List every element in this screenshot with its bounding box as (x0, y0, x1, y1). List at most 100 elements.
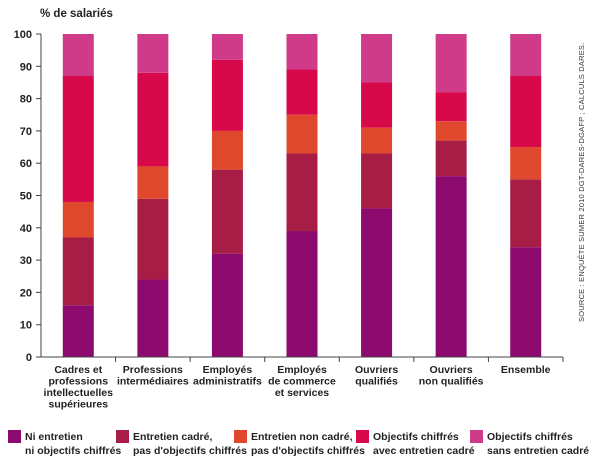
bar-segment (361, 82, 393, 128)
category-label-line: Employés (277, 364, 327, 376)
legend-label: Objectifs chiffrés avec entretien cadré (373, 431, 475, 457)
legend-item: Objectifs chiffrés sans entretien cadré (470, 430, 589, 457)
legend-label-line: ni objectifs chiffrés (25, 445, 121, 457)
bar-segment (361, 208, 393, 357)
bar-segment (137, 34, 169, 73)
bar-segment (510, 147, 542, 180)
legend-swatch (8, 430, 21, 443)
bar-segment (211, 34, 243, 60)
bars (62, 34, 542, 357)
bar-segment (286, 34, 318, 70)
bar-segment (435, 121, 467, 141)
legend-label-line: Entretien non cadré, (251, 431, 353, 443)
bar-segment (62, 305, 94, 357)
y-tick-label: 10 (20, 320, 32, 332)
bar-segment (286, 114, 318, 154)
bar-segment (435, 176, 467, 357)
y-tick-label: 40 (20, 223, 32, 235)
bar-segment (435, 34, 467, 93)
bar-segment (510, 75, 542, 148)
bar-segment (137, 72, 169, 167)
legend-label-line: Objectifs chiffrés (487, 431, 573, 443)
y-tick-label: 0 (26, 352, 32, 364)
y-tick-label: 90 (20, 61, 32, 73)
category-label-line: Ouvriers (430, 364, 473, 376)
y-tick-label: 30 (20, 255, 32, 267)
category-label: Ouvriers qualifiés (355, 364, 398, 388)
bar-segment (62, 34, 94, 76)
category-labels: Cadres et professions intellectuelles supér… (44, 364, 551, 411)
bar-segment (286, 69, 318, 115)
legend-label-line: pas d'objectifs chiffrés (251, 445, 365, 457)
legend-label-line: avec entretien cadré (373, 445, 475, 457)
category-label-line: Professions (123, 364, 183, 376)
category-label-line: Employés (203, 364, 253, 376)
legend-item: Entretien cadré, pas d'objectifs chiffrés (116, 430, 247, 457)
category-label-line: administratifs (193, 376, 262, 388)
legend-item: Objectifs chiffrés avec entretien cadré (356, 430, 475, 457)
category-label-line: et services (275, 387, 329, 399)
y-tick-label: 20 (20, 287, 32, 299)
bar-segment (286, 231, 318, 357)
category-label-line: supérieures (49, 399, 109, 411)
legend-label-line: sans entretien cadré (487, 445, 589, 457)
category-label: Professions intermédiaires (117, 364, 189, 388)
bar-segment (211, 59, 243, 131)
bar-segment (361, 153, 393, 209)
bar-segment (435, 92, 467, 122)
legend-label: Objectifs chiffrés sans entretien cadré (487, 431, 589, 457)
category-label: Employés administratifs (193, 364, 262, 388)
y-tick-label: 70 (20, 126, 32, 138)
legend-item: Entretien non cadré, pas d'objectifs chif… (234, 430, 365, 457)
bar-segment (62, 75, 94, 202)
x-axis-ticks (115, 357, 564, 362)
category-label-line: professions (49, 376, 109, 388)
category-label-line: Ouvriers (355, 364, 398, 376)
legend-label-line: Ni entretien (25, 431, 83, 443)
bar-segment (510, 247, 542, 357)
category-label: Ouvriers non qualifiés (419, 364, 484, 388)
y-tick-label: 80 (20, 94, 32, 106)
legend-swatch (234, 430, 247, 443)
y-axis-label: % de salariés (40, 8, 113, 20)
legend-swatch (470, 430, 483, 443)
legend-label-line: Objectifs chiffrés (373, 431, 459, 443)
category-label-line: Ensemble (501, 364, 551, 376)
legend-label: Entretien non cadré, pas d'objectifs chif… (251, 431, 365, 457)
category-label-line: non qualifiés (419, 376, 484, 388)
category-label-line: intermédiaires (117, 376, 189, 388)
bar-segment (137, 198, 169, 280)
legend-swatch (116, 430, 129, 443)
bar-segment (361, 34, 393, 83)
y-tick-label: 50 (20, 191, 32, 203)
bar-segment (286, 153, 318, 232)
source-note: SOURCE : ENQUÊTE SUMER 2010 DGT-DARES-DG… (577, 43, 586, 322)
category-label: Employés de commerce et services (268, 364, 336, 399)
category-label: Cadres et professions intellectuelles supér… (44, 364, 114, 411)
bar-segment (137, 279, 169, 357)
bar-segment (211, 253, 243, 357)
legend-label: Ni entretien ni objectifs chiffrés (25, 431, 121, 457)
category-label: Ensemble (501, 364, 551, 376)
bar-segment (510, 179, 542, 248)
legend-swatch (356, 430, 369, 443)
category-label-line: intellectuelles (44, 387, 114, 399)
bar-segment (211, 130, 243, 170)
bar-segment (137, 166, 169, 199)
legend-label-line: Entretien cadré, (133, 431, 212, 443)
category-label-line: Cadres et (54, 364, 102, 376)
y-axis-ticks: 0 10 20 30 40 50 60 70 80 90 100 (14, 29, 41, 364)
bar-segment (435, 140, 467, 177)
bar-segment (361, 127, 393, 154)
legend: Ni entretien ni objectifs chiffrés Entreti… (8, 430, 589, 457)
category-label-line: qualifiés (355, 376, 398, 388)
y-tick-label: 60 (20, 158, 32, 170)
legend-item: Ni entretien ni objectifs chiffrés (8, 430, 121, 457)
bar-segment (62, 237, 94, 306)
legend-label: Entretien cadré, pas d'objectifs chiffrés (133, 431, 247, 457)
category-label-line: de commerce (268, 376, 336, 388)
y-tick-label: 100 (14, 29, 32, 41)
legend-label-line: pas d'objectifs chiffrés (133, 445, 247, 457)
bar-segment (211, 169, 243, 254)
